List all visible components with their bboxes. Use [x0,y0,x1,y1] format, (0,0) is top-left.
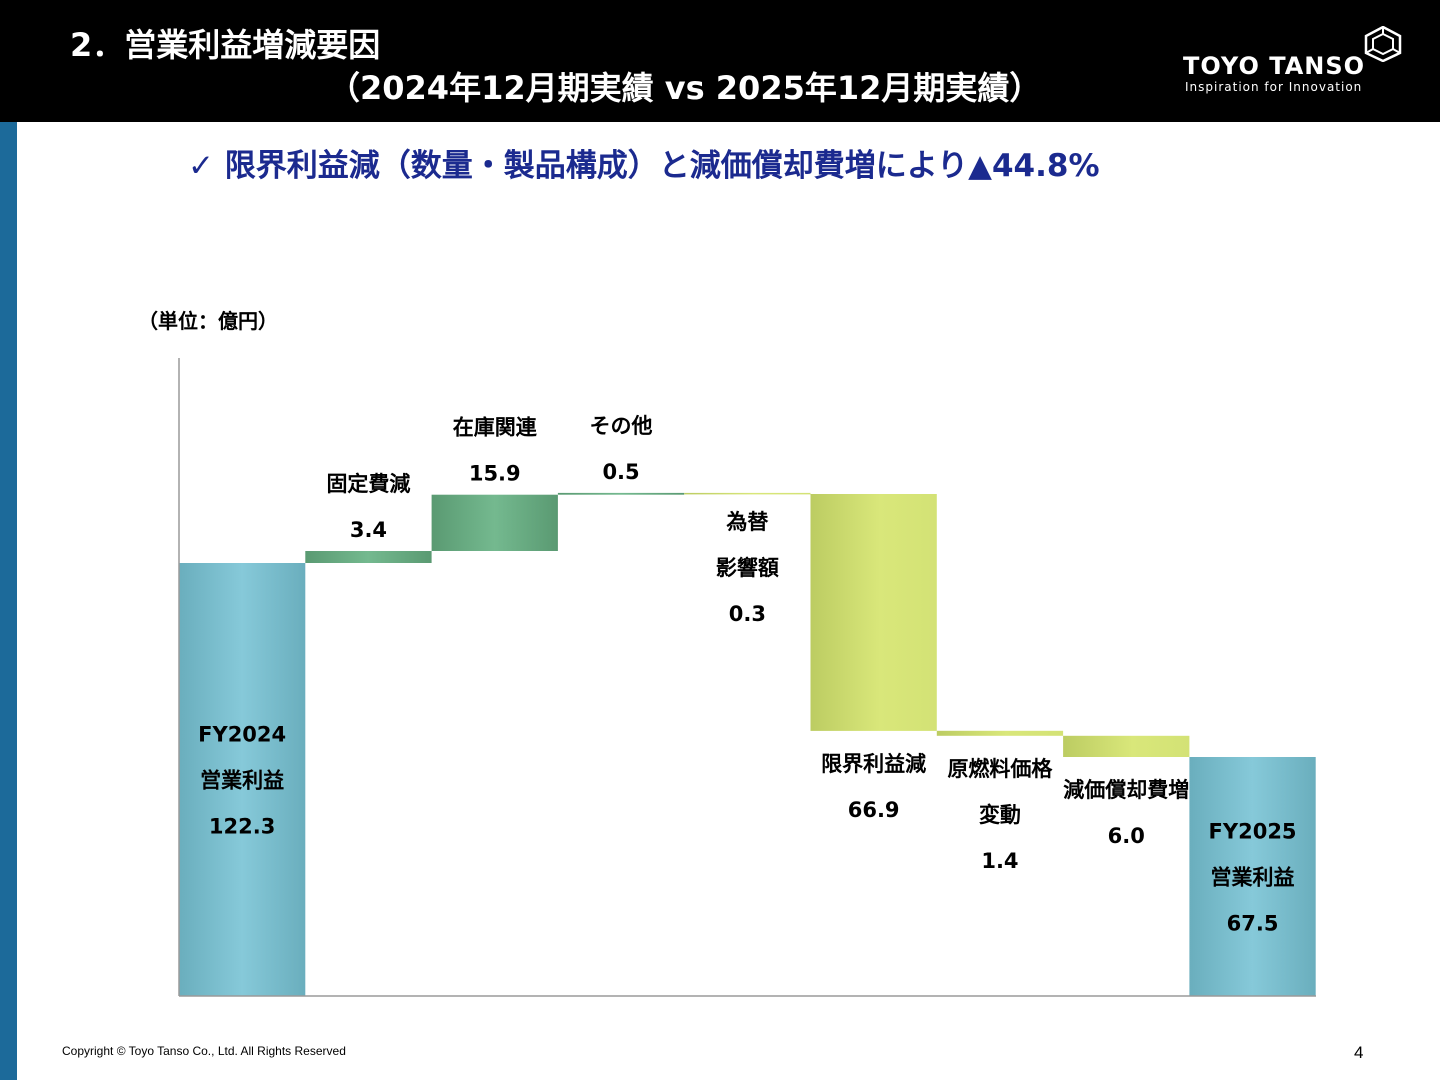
data-label-category: 在庫関連 [453,416,538,440]
data-label-category: 減価償却費増 [1063,778,1189,802]
page-title-period: （2024年12月期実績 vs 2025年12月期実績） [328,69,1042,107]
data-label-value: 0.3 [729,602,766,626]
data-label-category: 営業利益 [1211,866,1295,890]
waterfall-bar-7 [936,730,1064,736]
waterfall-bar-5 [684,492,811,495]
waterfall-bar-1 [179,563,306,996]
unit-label: （単位：億円） [138,309,278,333]
waterfall-bar-2 [305,551,432,563]
waterfall-bar-4 [557,492,685,495]
data-label-value: 1.4 [981,849,1018,873]
waterfall-bar-9 [1189,757,1316,996]
data-label-value: 6.0 [1108,824,1145,848]
data-label-value: 122.3 [209,815,275,839]
data-label-value: 15.9 [469,462,521,486]
company-logo-tagline: Inspiration for Innovation [1185,80,1363,94]
page-number: 4 [1354,1043,1364,1062]
waterfall-bar-6 [810,494,937,731]
waterfall-bar-8 [1063,735,1190,757]
data-label-category: FY2025 [1209,820,1297,844]
data-label-category: FY2024 [198,723,286,747]
data-label-category: 固定費減 [326,472,410,496]
data-label-category: 原燃料価格 [947,757,1053,781]
data-label-category: 影響額 [716,556,779,580]
data-label-category: 変動 [979,803,1021,827]
company-logo-name: TOYO TANSO [1183,52,1366,80]
data-label-value: 0.5 [602,460,639,484]
chart-headline: ✓ 限界利益減（数量・製品構成）と減価償却費増により▲44.8% [188,148,1100,184]
data-label-category: その他 [590,414,653,438]
copyright-footer: Copyright © Toyo Tanso Co., Ltd. All Rig… [62,1044,346,1058]
data-label-value: 67.5 [1227,912,1279,936]
waterfall-bar-3 [431,494,558,551]
data-label-value: 3.4 [350,518,387,542]
data-label-category: 限界利益減 [821,752,926,776]
page-title: 2．営業利益増減要因 [70,26,381,64]
data-label-category: 為替 [726,510,768,534]
hexagon-logo-icon [1364,26,1402,62]
left-accent-bar [0,122,17,1080]
header-bar: 2．営業利益増減要因 （2024年12月期実績 vs 2025年12月期実績） … [0,0,1440,122]
data-label-category: 営業利益 [200,769,284,793]
data-label-value: 66.9 [848,798,900,822]
